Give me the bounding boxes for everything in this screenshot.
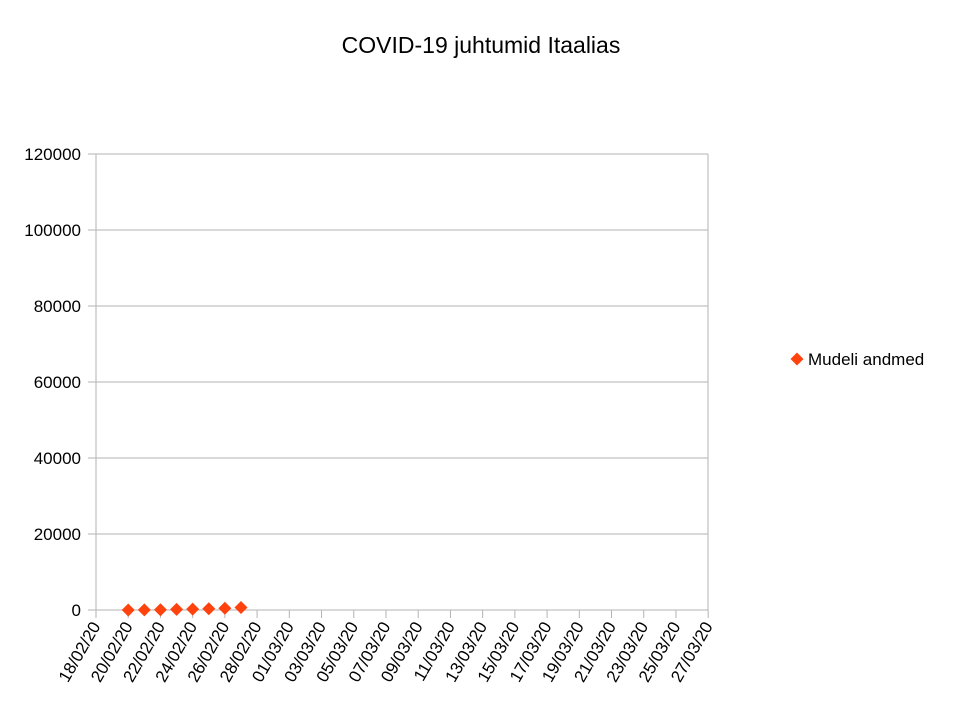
- chart-title: COVID-19 juhtumid Itaalias: [342, 32, 621, 58]
- y-tick-label: 80000: [34, 297, 81, 316]
- y-tick-label: 0: [72, 601, 81, 620]
- data-point: [218, 601, 232, 615]
- legend-marker-icon: [790, 352, 804, 366]
- grid: [96, 153, 708, 611]
- data-point: [121, 603, 135, 617]
- data-point: [186, 602, 200, 616]
- y-tick-labels: 0 20000 40000 60000 80000 100000 120000: [24, 145, 81, 620]
- data-point: [137, 603, 151, 617]
- axes: [88, 153, 709, 618]
- y-tick-label: 40000: [34, 449, 81, 468]
- data-point: [153, 603, 167, 617]
- y-tick-label: 60000: [34, 373, 81, 392]
- y-tick-label: 120000: [24, 145, 81, 164]
- y-tick-label: 20000: [34, 525, 81, 544]
- x-tick-labels: 18/02/2020/02/2022/02/2024/02/2026/02/20…: [55, 619, 717, 686]
- y-tick-label: 100000: [24, 221, 81, 240]
- data-point: [202, 602, 216, 616]
- legend: Mudeli andmed: [790, 350, 924, 369]
- data-point: [234, 601, 248, 615]
- data-point: [170, 602, 184, 616]
- legend-label: Mudeli andmed: [808, 350, 924, 369]
- data-points: [121, 601, 248, 617]
